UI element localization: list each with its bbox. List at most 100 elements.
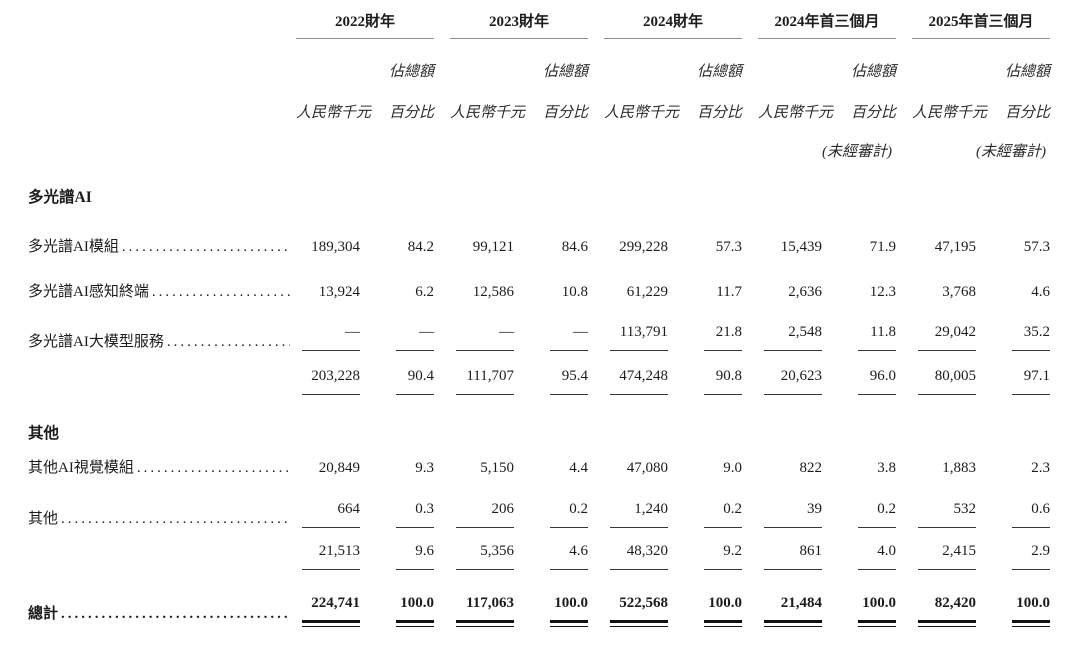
- table-row-multispectral-ai-terminals: 多光譜AI感知終端 13,924 6.2 12,586 10.8 61,229 …: [28, 280, 1078, 301]
- share-label: 佔總額: [542, 64, 588, 80]
- money-unit-label: 人民幣千元: [912, 105, 988, 121]
- row-label-text: 其他: [28, 511, 59, 527]
- period-title-2024: 2024財年: [604, 10, 742, 39]
- table-row-multispectral-ai-modules: 多光譜AI模組 189,304 84.2 99,121 84.6 299,228…: [28, 235, 1078, 256]
- cell-value: 9.0: [723, 460, 742, 476]
- cell-value: 3.8: [877, 460, 896, 476]
- period-title-2022: 2022財年: [296, 10, 434, 39]
- total-value: 21,484: [758, 595, 822, 627]
- dot-leader: [149, 284, 290, 301]
- subtotal-row-others: 21,513 9.6 5,356 4.6 48,320 9.2 861 4.0 …: [28, 543, 1078, 570]
- cell-value: 84.6: [561, 239, 588, 255]
- cell-value: 664: [296, 501, 360, 528]
- money-unit-label: 人民幣千元: [604, 105, 680, 121]
- subtotal-value: 9.6: [386, 543, 434, 570]
- cell-value: 3,768: [942, 284, 976, 300]
- cell-value: 12.3: [869, 284, 896, 300]
- total-value: 100.0: [1002, 595, 1050, 627]
- cell-value: 822: [799, 460, 823, 476]
- subtotal-value: 21,513: [296, 543, 360, 570]
- subtotal-value: 48,320: [604, 543, 668, 570]
- money-unit-label: 人民幣千元: [296, 105, 372, 121]
- unaudited-row: (未經審計) (未經審計): [28, 140, 1078, 161]
- total-value: 100.0: [848, 595, 896, 627]
- cell-value: 11.7: [716, 284, 742, 300]
- cell-value: 5,150: [480, 460, 514, 476]
- cell-value: 2.3: [1031, 460, 1050, 476]
- subtotal-value: 90.8: [694, 368, 742, 395]
- period-header-row: 2022財年 2023財年 2024財年 2024年首三個月 2025年首三個月: [28, 10, 1078, 39]
- subtotal-value: 5,356: [450, 543, 514, 570]
- row-label: 多光譜AI感知終端: [28, 280, 296, 301]
- cell-value: 4.6: [1031, 284, 1050, 300]
- row-label-text: 多光譜AI感知終端: [28, 284, 149, 300]
- section-title: 多光譜AI: [28, 189, 92, 206]
- total-value: 522,568: [604, 595, 668, 627]
- percent-label: 百分比: [696, 105, 742, 121]
- subtotal-value: 203,228: [296, 368, 360, 395]
- row-label: 其他: [28, 507, 296, 528]
- subtotal-value: 80,005: [912, 368, 976, 395]
- total-row: 總計 224,741 100.0 117,063 100.0 522,568 1…: [28, 595, 1078, 627]
- cell-value: 1,883: [942, 460, 976, 476]
- cell-value: 0.2: [694, 501, 742, 528]
- subtotal-value: 111,707: [450, 368, 514, 395]
- unaudited-note: (未經審計): [822, 144, 892, 160]
- cell-value: 0.6: [1002, 501, 1050, 528]
- cell-value: 21.8: [694, 324, 742, 351]
- subtotal-value: 2.9: [1002, 543, 1050, 570]
- dot-leader: [164, 334, 290, 351]
- cell-value: 71.9: [869, 239, 896, 255]
- subtotal-value: 96.0: [848, 368, 896, 395]
- row-label-text: 多光譜AI大模型服務: [28, 334, 164, 350]
- cell-value: 35.2: [1002, 324, 1050, 351]
- row-label: 總計: [28, 602, 296, 623]
- cell-value: 4.4: [569, 460, 588, 476]
- cell-value: 9.3: [415, 460, 434, 476]
- cell-value: 47,195: [934, 239, 976, 255]
- dot-leader: [119, 239, 290, 256]
- cell-value: 39: [758, 501, 822, 528]
- share-label: 佔總額: [1004, 64, 1050, 80]
- subtotal-value: 95.4: [540, 368, 588, 395]
- cell-value: 1,240: [604, 501, 668, 528]
- cell-value: 61,229: [626, 284, 668, 300]
- cell-value: —: [540, 324, 588, 351]
- row-label: 其他AI視覺模組: [28, 456, 296, 477]
- cell-value: 2,636: [788, 284, 822, 300]
- cell-value: 15,439: [780, 239, 822, 255]
- period-title-2023: 2023財年: [450, 10, 588, 39]
- percent-label: 百分比: [1004, 105, 1050, 121]
- total-value: 100.0: [386, 595, 434, 627]
- subtotal-value: 20,623: [758, 368, 822, 395]
- cell-value: —: [296, 324, 360, 351]
- dot-leader: [58, 511, 290, 528]
- cell-value: 47,080: [626, 460, 668, 476]
- cell-value: 13,924: [318, 284, 360, 300]
- section-header-others: 其他: [28, 421, 1078, 443]
- revenue-breakdown-table: 2022財年 2023財年 2024財年 2024年首三個月 2025年首三個月…: [0, 0, 1078, 623]
- column-heading-row: 人民幣千元 百分比 人民幣千元 百分比 人民幣千元 百分比 人民幣千元 百分比 …: [28, 101, 1078, 122]
- cell-value: 0.2: [540, 501, 588, 528]
- row-label: 多光譜AI模組: [28, 235, 296, 256]
- total-value: 100.0: [540, 595, 588, 627]
- table-row-multispectral-ai-llm-services: 多光譜AI大模型服務 — — — — 113,791 21.8 2,548 11…: [28, 324, 1078, 351]
- dot-leader: [58, 606, 290, 623]
- cell-value: 299,228: [619, 239, 668, 255]
- subtotal-value: 2,415: [912, 543, 976, 570]
- section-header-multispectral-ai: 多光譜AI: [28, 185, 1078, 207]
- cell-value: 57.3: [715, 239, 742, 255]
- cell-value: 206: [450, 501, 514, 528]
- share-of-total-row: 佔總額 佔總額 佔總額 佔總額 佔總額: [28, 60, 1078, 81]
- row-label-text: 其他AI視覺模組: [28, 460, 134, 476]
- cell-value: —: [386, 324, 434, 351]
- cell-value: 189,304: [311, 239, 360, 255]
- table-row-others: 其他 664 0.3 206 0.2 1,240 0.2 39 0.2 532 …: [28, 501, 1078, 528]
- share-label: 佔總額: [850, 64, 896, 80]
- subtotal-value: 97.1: [1002, 368, 1050, 395]
- period-title-2025q1: 2025年首三個月: [912, 10, 1050, 39]
- cell-value: 20,849: [318, 460, 360, 476]
- cell-value: 6.2: [415, 284, 434, 300]
- table-row-other-ai-vision-modules: 其他AI視覺模組 20,849 9.3 5,150 4.4 47,080 9.0…: [28, 456, 1078, 477]
- section-title: 其他: [28, 425, 60, 442]
